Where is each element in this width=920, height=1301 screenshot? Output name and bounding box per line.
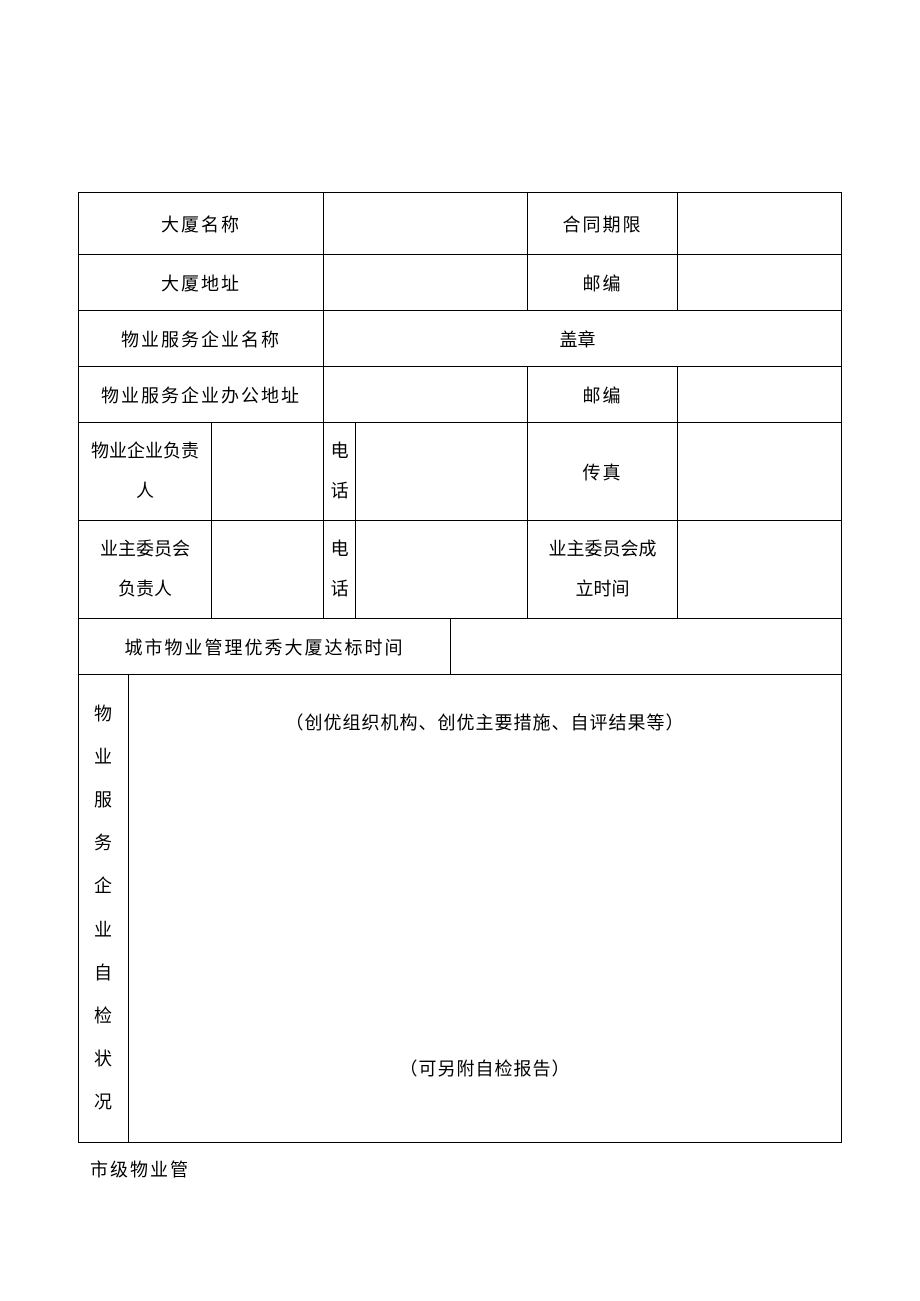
row-self-check: 物 业 服 务 企 业 自 检 状 况 （创优组织机构、创优主要措施、自评结果等… — [79, 675, 842, 1143]
phone-label-2-line2: 话 — [324, 570, 355, 610]
below-table-text: 市级物业管 — [90, 1156, 190, 1182]
fax-value — [678, 423, 842, 521]
company-address-label: 物业服务企业办公地址 — [101, 386, 301, 406]
self-check-content: （创优组织机构、创优主要措施、自评结果等） （可另附自检报告） — [129, 675, 842, 1143]
excellence-time-value — [451, 619, 842, 675]
phone-value-2 — [356, 521, 528, 619]
phone-value-1 — [356, 423, 528, 521]
postcode-value-1 — [678, 255, 842, 311]
row-building-address: 大厦地址 邮编 — [79, 255, 842, 311]
committee-time-value — [678, 521, 842, 619]
manager-label-line1: 物业企业负责 — [79, 432, 211, 472]
phone-label-1-line2: 话 — [324, 472, 355, 512]
self-check-side-label: 物 业 服 务 企 业 自 检 状 况 — [79, 693, 128, 1125]
postcode-label-2: 邮编 — [583, 386, 623, 406]
fax-label: 传真 — [583, 463, 623, 483]
committee-label-line2: 负责人 — [79, 570, 211, 610]
seal-label: 盖章 — [560, 330, 596, 350]
building-name-label: 大厦名称 — [161, 215, 241, 235]
committee-label-line1: 业主委员会 — [79, 530, 211, 570]
committee-manager-value — [212, 521, 324, 619]
form-table: 大厦名称 合同期限 大厦地址 邮编 物业服务企业名称 盖章 物业服务企业办公地址 — [78, 192, 842, 1143]
row-manager: 物业企业负责 人 电 话 传真 — [79, 423, 842, 521]
building-address-value — [324, 255, 528, 311]
row-excellence-time: 城市物业管理优秀大厦达标时间 — [79, 619, 842, 675]
row-building-name: 大厦名称 合同期限 — [79, 193, 842, 255]
row-committee: 业主委员会 负责人 电 话 业主委员会成 立时间 — [79, 521, 842, 619]
phone-label-2-line1: 电 — [324, 530, 355, 570]
committee-time-line1: 业主委员会成 — [528, 530, 677, 570]
excellence-time-label: 城市物业管理优秀大厦达标时间 — [125, 638, 405, 658]
company-address-value — [324, 367, 528, 423]
building-address-label: 大厦地址 — [161, 274, 241, 294]
row-company-name: 物业服务企业名称 盖章 — [79, 311, 842, 367]
company-name-label: 物业服务企业名称 — [121, 330, 281, 350]
self-check-content-bottom: （可另附自检报告） — [149, 1055, 821, 1081]
self-check-content-top: （创优组织机构、创优主要措施、自评结果等） — [149, 709, 821, 735]
postcode-value-2 — [678, 367, 842, 423]
postcode-label-1: 邮编 — [583, 274, 623, 294]
building-name-value — [324, 193, 528, 255]
committee-time-line2: 立时间 — [528, 570, 677, 610]
manager-label-line2: 人 — [79, 472, 211, 512]
contract-period-value — [678, 193, 842, 255]
row-company-address: 物业服务企业办公地址 邮编 — [79, 367, 842, 423]
phone-label-1-line1: 电 — [324, 432, 355, 472]
manager-value — [212, 423, 324, 521]
contract-period-label: 合同期限 — [563, 215, 643, 235]
